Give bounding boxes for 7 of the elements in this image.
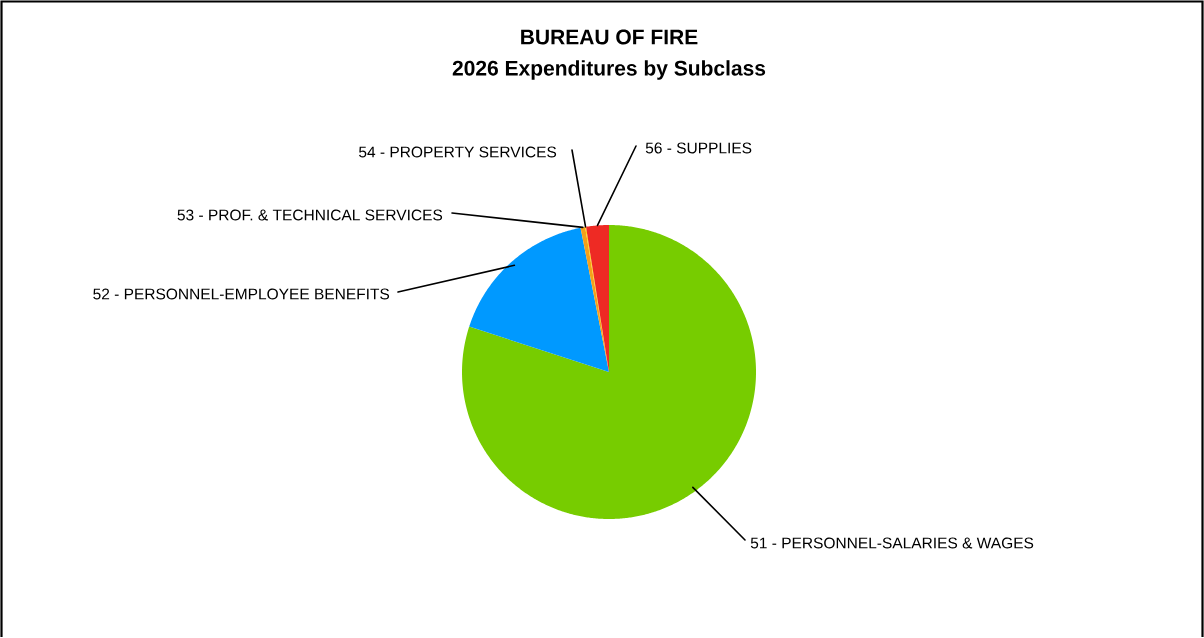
slice-label: 52 - PERSONNEL-EMPLOYEE BENEFITS: [93, 288, 390, 300]
slice-label: 56 - SUPPLIES: [645, 142, 752, 154]
chart-subtitle: 2026 Expenditures by Subclass: [452, 60, 766, 80]
chart-title: BUREAU OF FIRE: [521, 29, 698, 45]
slice-label: 54 - PROPERTY SERVICES: [359, 146, 557, 158]
slice-label: 53 - PROF. & TECHNICAL SERVICES: [177, 209, 443, 221]
slice-label: 51 - PERSONNEL-SALARIES & WAGES: [750, 537, 1034, 549]
